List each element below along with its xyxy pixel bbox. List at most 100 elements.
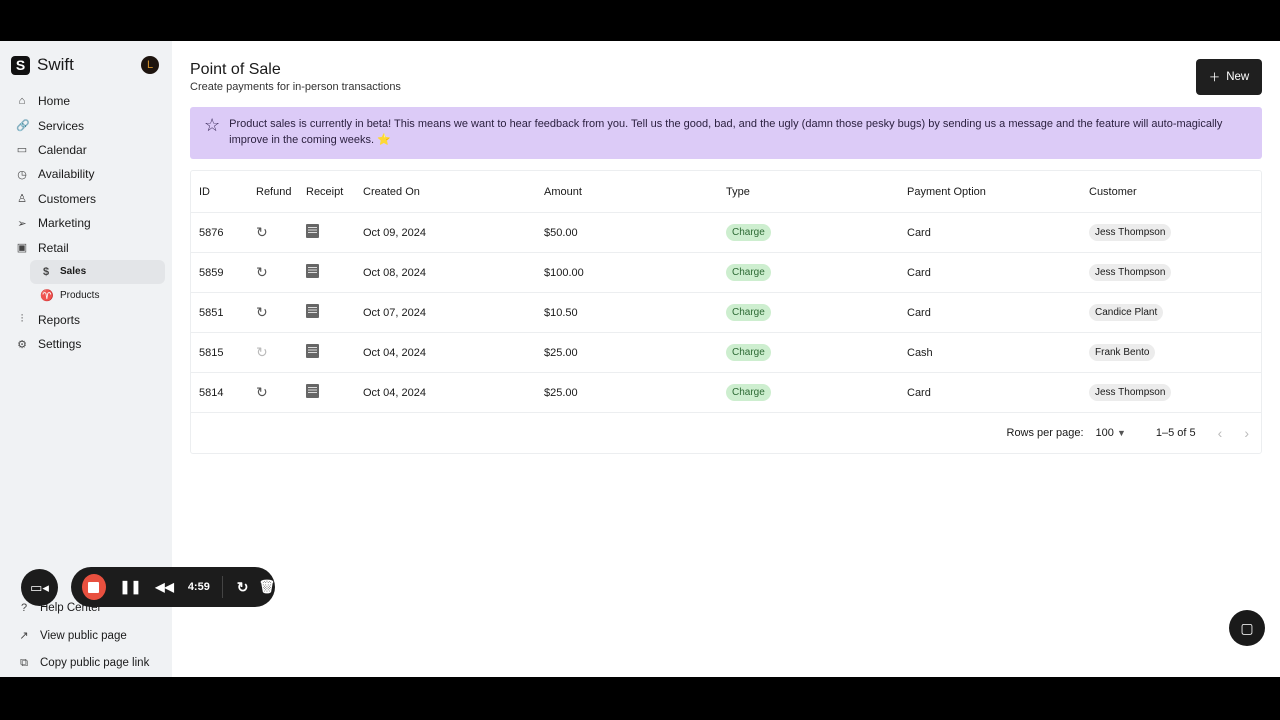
sidebar-item-label: Marketing (38, 216, 91, 231)
send-icon: ➢ (17, 217, 27, 230)
next-page-button[interactable]: › (1244, 425, 1249, 441)
calendar-icon: ▭ (16, 144, 28, 157)
new-button[interactable]: ＋ New (1196, 59, 1262, 95)
receipt-icon[interactable] (306, 224, 319, 238)
id-cell: 5814 (199, 386, 224, 399)
help-icon: ? (20, 602, 28, 615)
pagination: Rows per page: 100 ▼ 1–5 of 5 ‹ › (191, 413, 1261, 453)
home-icon: ⌂ (18, 95, 26, 108)
video-camera-icon: ▭◂ (30, 579, 49, 595)
pause-button[interactable]: ❚❚ (119, 579, 142, 594)
stop-recording-button[interactable] (82, 574, 106, 600)
restart-button[interactable]: ↻ (236, 578, 249, 595)
prev-page-button[interactable]: ‹ (1217, 425, 1223, 441)
sidebar-item-calendar[interactable]: ▭ Calendar (0, 138, 172, 162)
page-title: Point of Sale (190, 61, 281, 78)
refund-icon[interactable]: ↻ (256, 384, 268, 400)
star-icon: ☆ (204, 115, 221, 135)
sidebar-item-copy-public-page-link[interactable]: ⧉ Copy public page link (0, 650, 172, 678)
rows-per-page-select[interactable]: 100 ▼ (1096, 427, 1126, 439)
receipt-icon[interactable] (306, 344, 319, 358)
recording-toolbar: ❚❚ ◀◀ 4:59 ↻ 🗑 (71, 567, 275, 607)
column-header[interactable]: Customer (1089, 185, 1137, 198)
table-row[interactable]: 5851 ↻ Oct 07, 2024 $10.50 Charge Card C… (191, 293, 1261, 333)
column-header[interactable]: Payment Option (907, 185, 986, 198)
refund-icon: ↻ (256, 344, 268, 360)
sidebar-item-services[interactable]: 🔗 Services (0, 113, 172, 137)
amount-cell: $25.00 (544, 346, 578, 359)
page-subtitle: Create payments for in-person transactio… (190, 81, 401, 93)
column-header[interactable]: ID (199, 185, 210, 198)
clock-icon: ◷ (17, 168, 27, 181)
payment-cell: Card (907, 266, 931, 279)
type-badge: Charge (726, 264, 771, 281)
sidebar-item-label: Copy public page link (40, 657, 150, 670)
sidebar-item-label: View public page (40, 629, 127, 642)
table-row[interactable]: 5814 ↻ Oct 04, 2024 $25.00 Charge Card J… (191, 373, 1261, 413)
sidebar-item-label: Products (60, 290, 100, 302)
sidebar-item-label: Settings (38, 337, 82, 352)
beta-banner: ☆ Product sales is currently in beta! Th… (190, 107, 1262, 159)
sidebar-item-label: Retail (38, 240, 69, 255)
rewind-button[interactable]: ◀◀ (155, 580, 174, 594)
id-cell: 5851 (199, 306, 224, 319)
payment-cell: Cash (907, 346, 933, 359)
id-cell: 5815 (199, 346, 224, 359)
customer-chip[interactable]: Candice Plant (1089, 304, 1164, 321)
refund-icon[interactable]: ↻ (256, 304, 268, 320)
rows-per-page-label: Rows per page: (1006, 427, 1084, 439)
date-cell: Oct 09, 2024 (363, 226, 426, 239)
table-row[interactable]: 5859 ↻ Oct 08, 2024 $100.00 Charge Card … (191, 253, 1261, 293)
banner-text: Product sales is currently in beta! This… (229, 118, 1223, 146)
payment-cell: Card (907, 306, 931, 319)
column-header[interactable]: Receipt (306, 185, 344, 198)
amount-cell: $50.00 (544, 226, 578, 239)
divider (221, 576, 223, 598)
type-badge: Charge (726, 304, 771, 321)
link-icon: 🔗 (16, 120, 30, 133)
chat-button[interactable]: ▢ (1229, 610, 1265, 646)
shopping-bag-icon: ▣ (16, 242, 28, 255)
sidebar-item-sales[interactable]: $ Sales (30, 259, 165, 284)
column-header[interactable]: Created On (363, 185, 420, 198)
stop-icon (88, 581, 100, 593)
refund-icon[interactable]: ↻ (256, 264, 268, 280)
customer-chip[interactable]: Jess Thompson (1089, 384, 1172, 401)
receipt-icon[interactable] (306, 304, 319, 318)
sidebar-item-retail[interactable]: ▣ Retail (0, 235, 172, 259)
swift-logo-icon: S (11, 55, 30, 75)
sidebar-item-label: Reports (38, 312, 81, 327)
receipt-icon[interactable] (306, 264, 319, 278)
camera-button[interactable]: ▭◂ (21, 569, 58, 606)
sidebar-item-label: Calendar (38, 142, 87, 157)
customer-chip[interactable]: Jess Thompson (1089, 264, 1172, 281)
sidebar-item-customers[interactable]: ♙ Customers (0, 187, 172, 211)
payment-cell: Card (907, 386, 931, 399)
receipt-icon[interactable] (306, 384, 319, 398)
sidebar-item-marketing[interactable]: ➢ Marketing (0, 211, 172, 235)
sales-table: ID Refund Receipt Created On Amount Type Payme… (190, 170, 1262, 454)
table-row[interactable]: 5876 ↻ Oct 09, 2024 $50.00 Charge Card J… (191, 213, 1261, 253)
avatar[interactable]: L (141, 56, 159, 74)
sidebar-item-reports[interactable]: ⫶ Reports (0, 308, 172, 332)
external-link-icon: ↗ (19, 630, 29, 643)
sidebar-item-availability[interactable]: ◷ Availability (0, 162, 172, 186)
column-header[interactable]: Amount (544, 185, 582, 198)
brand[interactable]: S Swift (0, 41, 172, 89)
customer-chip[interactable]: Jess Thompson (1089, 224, 1172, 241)
type-badge: Charge (726, 224, 771, 241)
sidebar-item-products[interactable]: ♈ Products (0, 284, 172, 308)
sidebar-item-home[interactable]: ⌂ Home (0, 89, 172, 113)
delete-button[interactable]: 🗑 (258, 579, 275, 594)
column-header[interactable]: Type (726, 185, 750, 198)
table-row[interactable]: 5815 ↻ Oct 04, 2024 $25.00 Charge Cash F… (191, 333, 1261, 373)
gear-icon: ⚙ (17, 338, 27, 351)
dollar-icon: $ (42, 265, 50, 278)
caret-down-icon: ▼ (1116, 428, 1126, 438)
sidebar-item-view-public-page[interactable]: ↗ View public page (0, 622, 172, 650)
refund-icon[interactable]: ↻ (256, 224, 268, 240)
sidebar-item-settings[interactable]: ⚙ Settings (0, 332, 172, 356)
column-header[interactable]: Refund (256, 185, 292, 198)
sidebar-item-label: Availability (38, 167, 95, 182)
customer-chip[interactable]: Frank Bento (1089, 344, 1156, 361)
